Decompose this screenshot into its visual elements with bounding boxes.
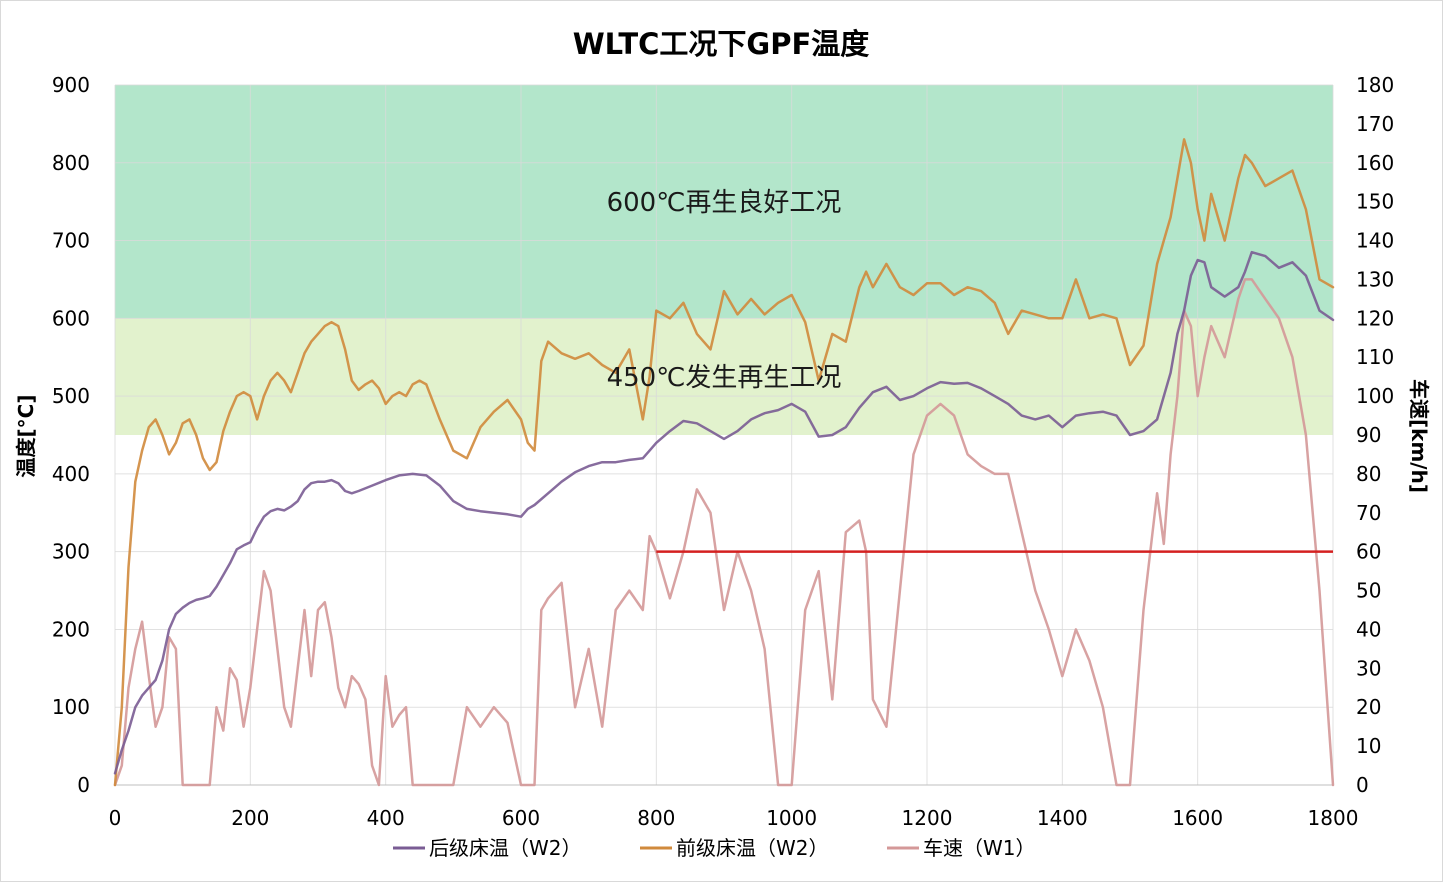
y2-tick-label: 80 (1356, 462, 1381, 486)
y2-tick-label: 110 (1356, 345, 1394, 369)
y2-tick-label: 150 (1356, 190, 1394, 214)
y2-tick-label: 30 (1356, 656, 1381, 680)
x-tick-label: 1000 (766, 806, 817, 830)
chart-title: WLTC工况下GPF温度 (573, 27, 870, 61)
x-tick-label: 1800 (1308, 806, 1359, 830)
y2-tick-label: 160 (1356, 151, 1394, 175)
y-tick-label: 400 (52, 462, 90, 486)
legend-label-1: 前级床温（W2） (676, 836, 829, 860)
x-tick-label: 1200 (902, 806, 953, 830)
y-tick-label: 900 (52, 73, 90, 97)
x-tick-labels: 0 200 400 600 800 1000 1200 1400 1600 1800 (109, 806, 1359, 830)
x-tick-label: 1400 (1037, 806, 1088, 830)
y2-tick-label: 180 (1356, 73, 1394, 97)
y2-tick-label: 90 (1356, 423, 1381, 447)
y2-tick-label: 10 (1356, 734, 1381, 758)
x-tick-label: 1600 (1172, 806, 1223, 830)
y2-axis-label: 车速[km/h] (1407, 379, 1431, 493)
y2-tick-label: 60 (1356, 540, 1381, 564)
y-tick-label: 500 (52, 384, 90, 408)
y2-tick-labels: 0 10 20 30 40 50 60 70 80 90 100 110 120 130 140 150 160… (1356, 73, 1394, 797)
series-line-0 (113, 250, 1335, 775)
band-0 (115, 85, 1333, 319)
x-tick-label: 400 (367, 806, 405, 830)
legend: 后级床温（W2） 前级床温（W2） 车速（W1） (393, 836, 1036, 860)
band-1 (115, 318, 1333, 435)
y-axis-label: 温度[°C] (14, 395, 38, 478)
y-tick-label: 700 (52, 229, 90, 253)
y-tick-label: 200 (52, 617, 90, 641)
y2-tick-label: 100 (1356, 384, 1394, 408)
y2-tick-label: 20 (1356, 695, 1381, 719)
y2-tick-label: 140 (1356, 229, 1394, 253)
band-label-regeneration-good: 600℃再生良好工况 (607, 188, 842, 218)
y-tick-labels: 0 100 200 300 400 500 600 700 800 900 (52, 73, 90, 797)
legend-label-2: 车速（W1） (923, 836, 1036, 860)
y-tick-label: 0 (77, 773, 90, 797)
x-tick-label: 600 (502, 806, 540, 830)
band-label-regeneration-start: 450℃发生再生工况 (607, 363, 842, 393)
y2-tick-label: 170 (1356, 112, 1394, 136)
y2-tick-label: 130 (1356, 267, 1394, 291)
y2-tick-label: 70 (1356, 501, 1381, 525)
legend-label-0: 后级床温（W2） (429, 836, 582, 860)
y-tick-label: 100 (52, 695, 90, 719)
series-line-1 (113, 138, 1335, 787)
series-lines (113, 138, 1335, 787)
band-labels: 600℃再生良好工况 450℃发生再生工况 (607, 188, 842, 393)
x-tick-label: 200 (231, 806, 269, 830)
y2-tick-label: 0 (1356, 773, 1369, 797)
x-tick-label: 800 (637, 806, 675, 830)
y2-tick-label: 40 (1356, 617, 1381, 641)
y2-tick-label: 50 (1356, 579, 1381, 603)
x-tick-label: 0 (109, 806, 122, 830)
y-tick-label: 600 (52, 306, 90, 330)
y-tick-label: 300 (52, 540, 90, 564)
series-line-2 (113, 278, 1335, 787)
y2-tick-label: 120 (1356, 306, 1394, 330)
threshold-bands (115, 85, 1333, 435)
y-tick-label: 800 (52, 151, 90, 175)
